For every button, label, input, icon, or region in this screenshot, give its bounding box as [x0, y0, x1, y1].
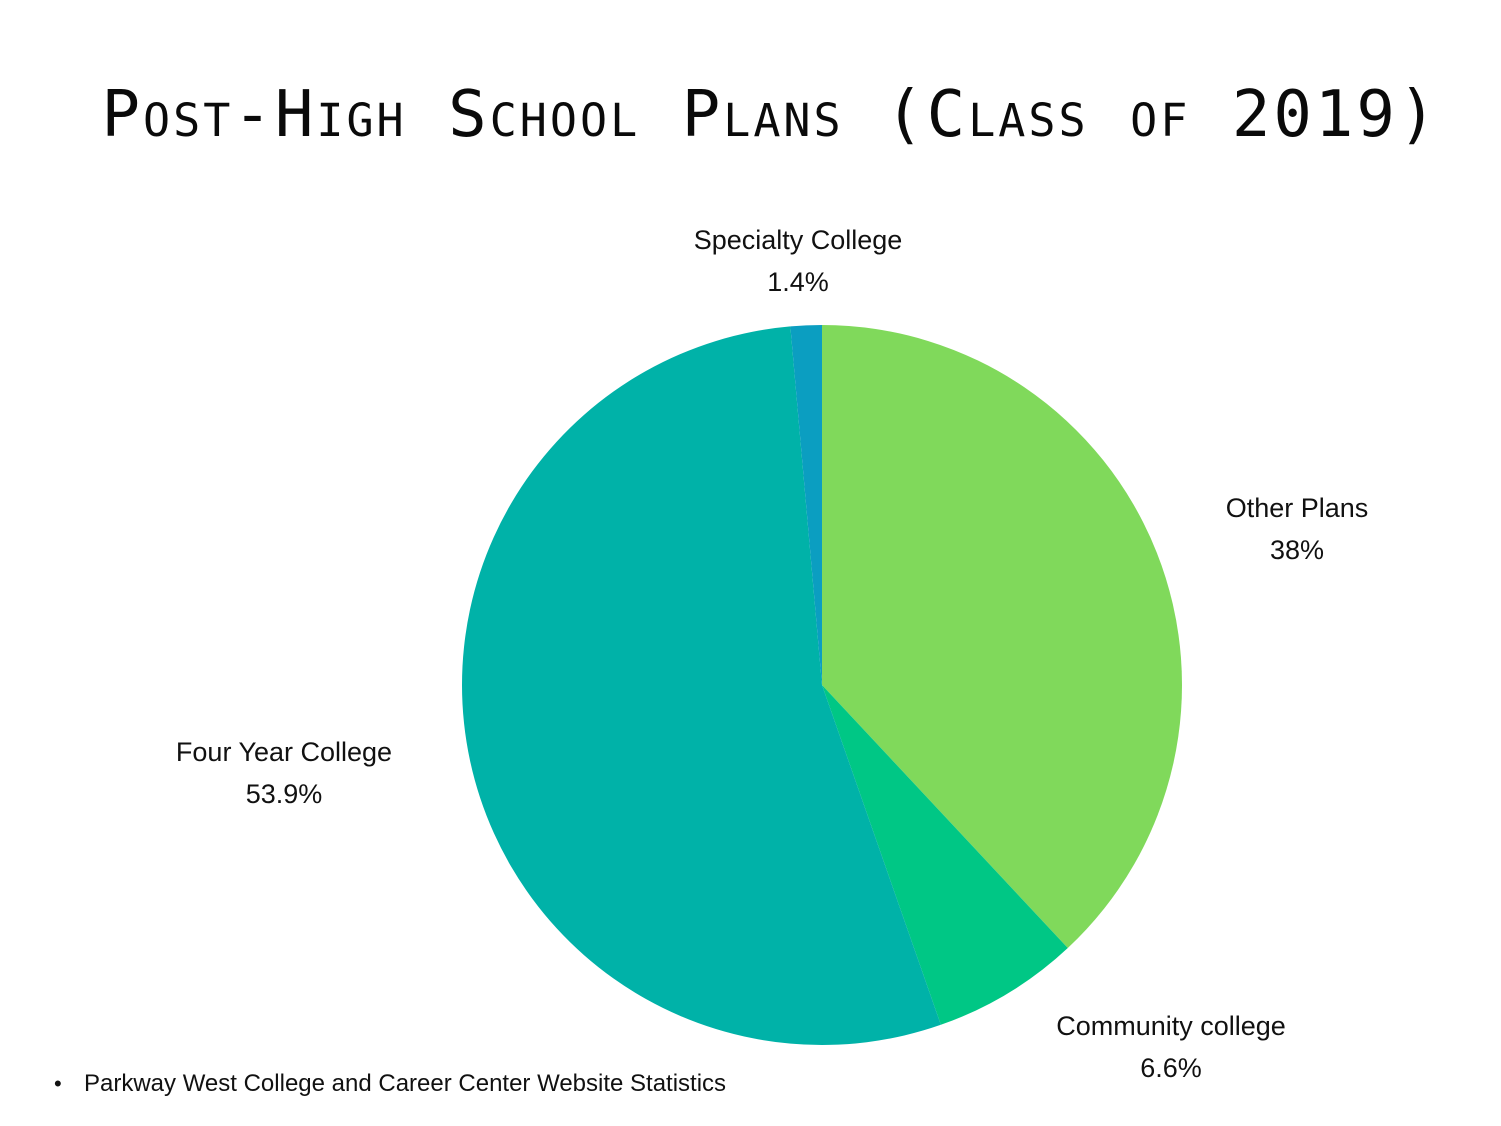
slice-label-four-year-college: Four Year College 53.9% — [176, 731, 392, 815]
pie-slice-four-year-college — [462, 326, 941, 1046]
slice-label-community-college: Community college 6.6% — [1056, 1005, 1286, 1089]
slice-value: 6.6% — [1140, 1053, 1202, 1083]
pie-slice-other-plans — [822, 325, 1182, 949]
slice-name: Other Plans — [1225, 493, 1369, 523]
pie-slice-community-college — [822, 685, 1068, 1025]
pie-slice-specialty-college — [790, 325, 822, 685]
chart-title: Post-High School Plans (Class of 2019) — [101, 78, 1440, 152]
slice-value: 53.9% — [245, 779, 323, 809]
slice-value: 1.4% — [767, 267, 829, 297]
slice-value: 38% — [1269, 535, 1325, 565]
slice-name: Specialty College — [693, 225, 903, 255]
source-footnote: Parkway West College and Career Center W… — [54, 1070, 726, 1098]
slice-name: Community college — [1056, 1011, 1286, 1041]
source-text: Parkway West College and Career Center W… — [54, 1070, 726, 1098]
slice-name: Four Year College — [175, 737, 393, 767]
slice-label-other-plans: Other Plans 38% — [1226, 487, 1369, 571]
slice-label-specialty-college: Specialty College 1.4% — [694, 219, 903, 303]
